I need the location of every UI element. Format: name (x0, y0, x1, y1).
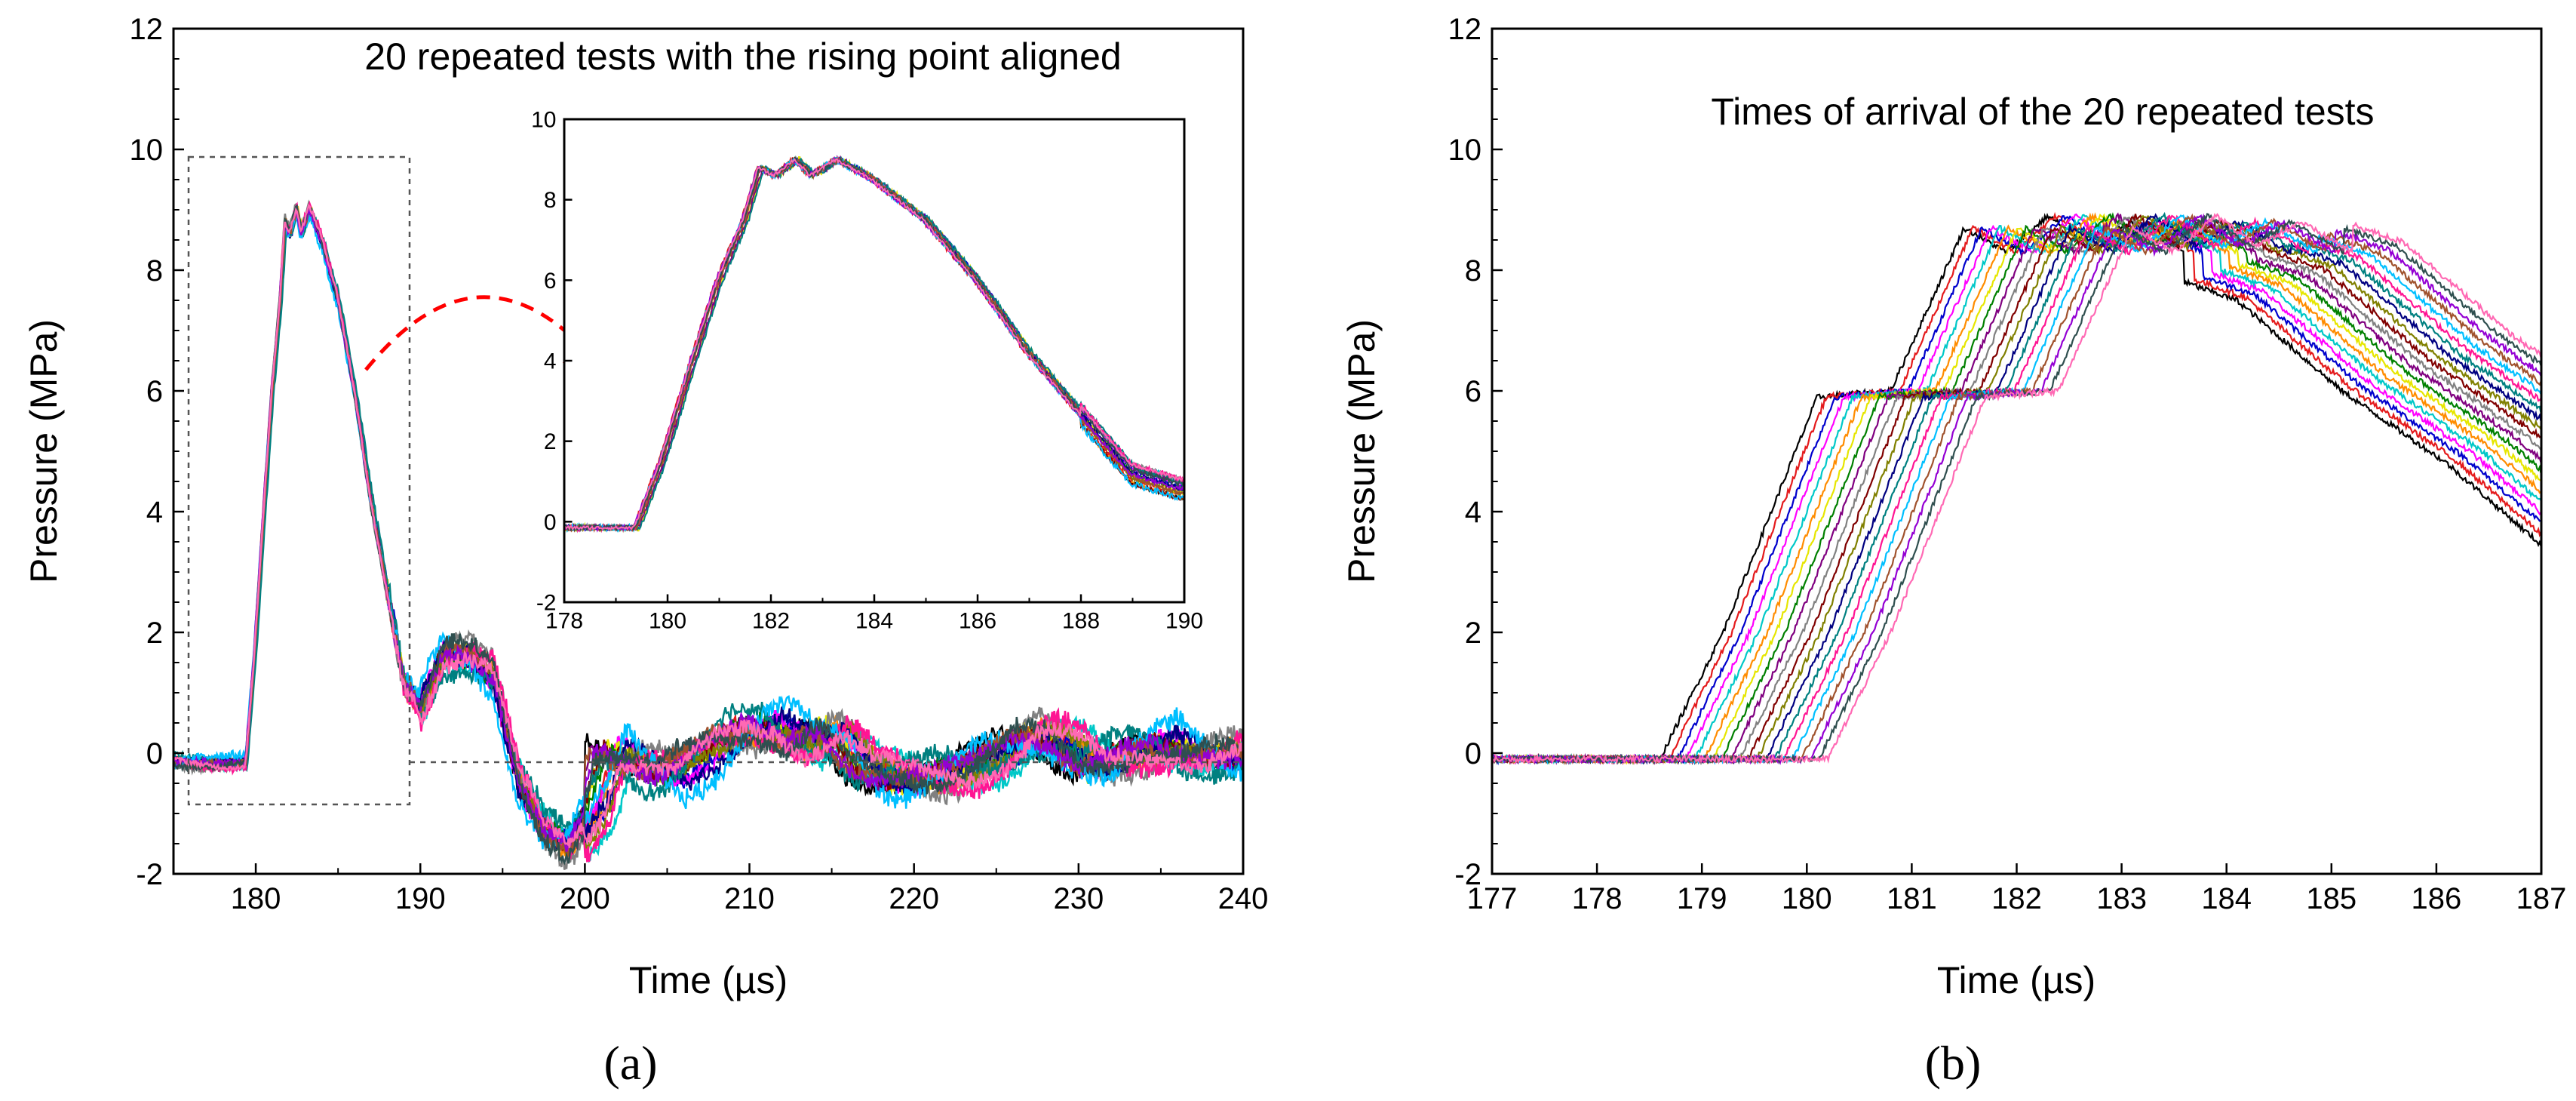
chart-a-inset-ytick-label: 6 (544, 269, 557, 294)
chart-a-inset-xtick-label: 182 (752, 609, 790, 634)
chart-b-panel-label: (b) (1925, 1036, 1982, 1090)
chart-a-ytick-label: 8 (146, 254, 163, 288)
chart-b-series-line (1492, 213, 2541, 766)
chart-a-inset-series-line (564, 158, 1184, 531)
chart-b-ytick-label: 8 (1465, 254, 1481, 288)
chart-b-ytick-label: 2 (1465, 617, 1481, 650)
chart-a-series-line (173, 203, 1243, 848)
chart-b-title: Times of arrival of the 20 repeated test… (1711, 91, 2374, 133)
chart-b-ytick-label: 12 (1448, 13, 1482, 46)
chart-a-inset-ytick-label: 0 (544, 510, 557, 535)
chart-a-inset-xtick-label: 180 (649, 609, 686, 634)
chart-a-ytick-label: 0 (146, 737, 163, 770)
chart-a-ytick-label: 6 (146, 375, 163, 408)
chart-b-series-line (1492, 213, 2541, 765)
chart-a-panel-label: (a) (603, 1036, 657, 1090)
chart-b-frame (1491, 27, 2543, 875)
chart-a-xlabel: Time (µs) (629, 959, 788, 1001)
chart-a-lines (173, 199, 1243, 870)
chart-a-title: 20 repeated tests with the rising point … (364, 35, 1121, 78)
chart-a-inset-lines (564, 155, 1184, 534)
chart-b-series-line (1492, 213, 2541, 765)
chart-b-series-line (1492, 213, 2541, 766)
chart-a-inset: 178 180 182 184 186 188 190 -2 0 2 4 6 8 10 (531, 108, 1203, 634)
chart-a-inset-ytick-label: 8 (544, 188, 557, 213)
chart-b-xtick-label: 186 (2412, 882, 2462, 915)
chart-b-lines (1492, 211, 2541, 766)
chart-a-ytick-label: 12 (130, 13, 164, 46)
chart-a-xtick-label: 210 (724, 882, 775, 915)
chart-b-ytick-label: -2 (1454, 858, 1481, 891)
chart-a-inset-xtick-label: 178 (545, 609, 583, 634)
chart-a-ytick-label: 4 (146, 496, 163, 529)
chart-a-inset-xtick-label: 190 (1165, 609, 1203, 634)
chart-b-series-line (1492, 211, 2541, 766)
chart-b-ytick-label: 4 (1465, 496, 1481, 529)
chart-b-xtick-label: 178 (1572, 882, 1623, 915)
chart-a-inset-xtick-label: 186 (959, 609, 996, 634)
chart-a-ytick-label: -2 (136, 858, 163, 891)
chart-a-inset-ytick-label: -2 (536, 591, 557, 616)
chart-b-ytick-label: 6 (1465, 375, 1481, 408)
chart-a-xtick-label: 230 (1053, 882, 1104, 915)
chart-b-series-line (1492, 211, 2541, 765)
chart-b-series-line (1492, 214, 2541, 765)
chart-b-xtick-label: 187 (2516, 882, 2567, 915)
chart-a-inset-xtick-label: 188 (1062, 609, 1100, 634)
chart-b-axes: 177 178 179 180 181 182 183 184 185 186 187 -2 0 2 4 6 8… (1448, 13, 2567, 915)
chart-b-ytick-label: 0 (1465, 737, 1481, 770)
chart-b-xtick-label: 183 (2096, 882, 2147, 915)
chart-a-xtick-label: 190 (395, 882, 446, 915)
chart-a-xtick-label: 180 (231, 882, 281, 915)
chart-a-inset-axes: 178 180 182 184 186 188 190 -2 0 2 4 6 8 10 (531, 108, 1203, 634)
chart-a-xtick-label: 220 (889, 882, 939, 915)
chart-b-series-line (1492, 212, 2541, 765)
chart-b-ytick-label: 10 (1448, 134, 1482, 167)
chart-a-ytick-label: 2 (146, 617, 163, 650)
chart-b-xtick-label: 182 (1991, 882, 2042, 915)
chart-b-xtick-label: 179 (1677, 882, 1727, 915)
chart-b-xtick-label: 180 (1782, 882, 1832, 915)
chart-b-xtick-label: 185 (2306, 882, 2356, 915)
chart-b-series-line (1492, 214, 2541, 765)
chart-b-series-line (1492, 214, 2541, 765)
chart-a-inset-ytick-label: 10 (531, 108, 556, 133)
chart-a-zoom-box (187, 155, 411, 806)
chart-a-xtick-label: 240 (1218, 882, 1269, 915)
chart-a-ytick-label: 10 (130, 134, 164, 167)
chart-b-xtick-label: 181 (1887, 882, 1937, 915)
chart-a-ylabel: Pressure (MPa) (23, 319, 65, 583)
chart-a-inset-ytick-label: 2 (544, 429, 557, 454)
chart-b-series-line (1492, 212, 2541, 766)
chart-b-series-line (1492, 213, 2541, 766)
chart-b-xtick-label: 184 (2201, 882, 2252, 915)
chart-b-xtick-label: 177 (1467, 882, 1518, 915)
chart-a-xtick-label: 200 (560, 882, 610, 915)
chart-b-series-line (1492, 212, 2541, 765)
chart-a-inset-ytick-label: 4 (544, 349, 557, 374)
chart-b-ylabel: Pressure (MPa) (1340, 319, 1383, 583)
chart-b-series-line (1492, 213, 2541, 765)
chart-b-series-line (1492, 212, 2541, 765)
chart-b: 177 178 179 180 181 182 183 184 185 186 187 -2 0 2 4 6 8… (1340, 13, 2566, 1090)
chart-b-xlabel: Time (µs) (1937, 959, 2095, 1001)
chart-a-inset-xtick-label: 184 (855, 609, 893, 634)
